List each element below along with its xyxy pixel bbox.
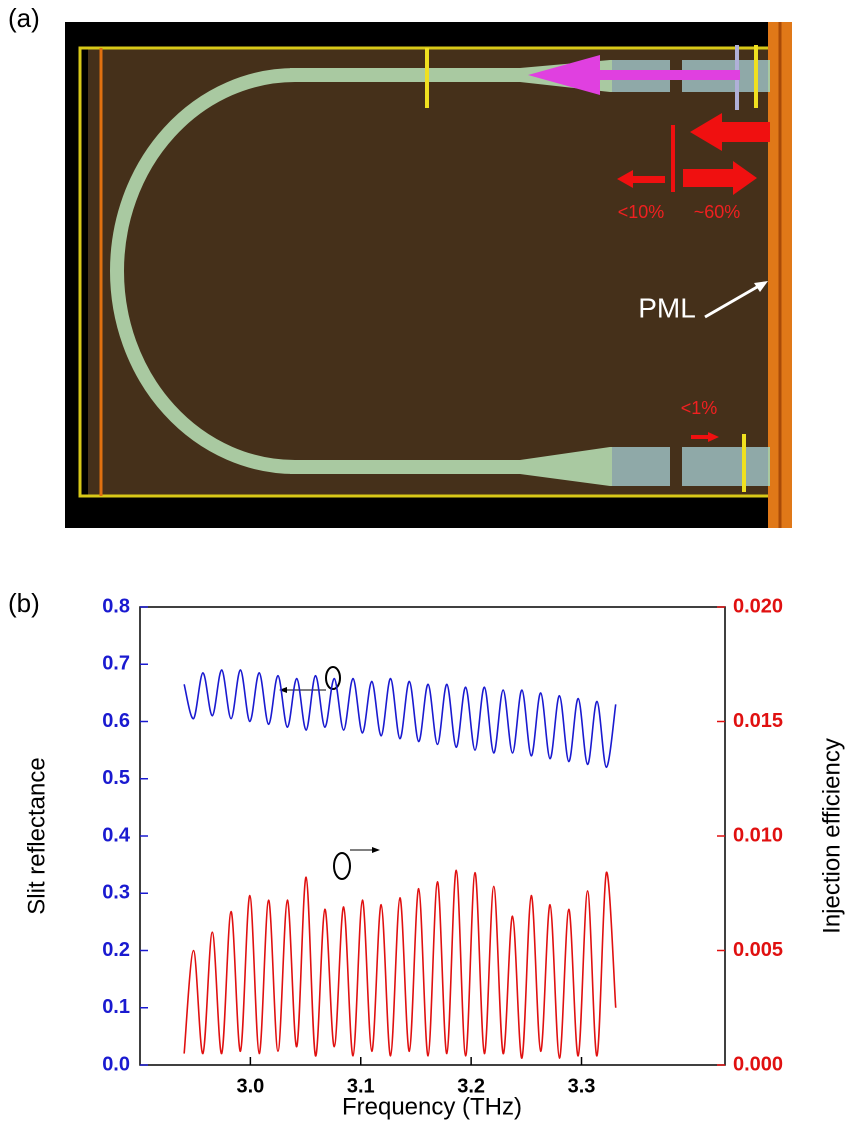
y-tick-label: 0.6 [102, 710, 130, 732]
annotation: PML [638, 292, 696, 323]
input-arrow [528, 55, 740, 95]
pointer-head [754, 281, 768, 292]
y2-tick-label: 0.010 [733, 824, 783, 846]
axis-marker [325, 666, 341, 690]
y-axis-title: Slit reflectance [23, 757, 50, 914]
axis-marker-arrow [279, 687, 287, 693]
arrow [617, 170, 665, 188]
y-tick-label: 0.2 [102, 939, 130, 961]
y-tick-label: 0.8 [102, 595, 130, 617]
y-tick-label: 0.0 [102, 1053, 130, 1075]
arrow [690, 113, 770, 151]
domain [88, 48, 778, 496]
simulation-diagram: <10% ~60% PML <1% [65, 22, 792, 528]
y-tick-label: 0.3 [102, 882, 130, 904]
pointer [704, 281, 765, 319]
axis-marker [333, 852, 351, 880]
series-line [183, 869, 617, 1059]
y-tick-label: 0.7 [102, 653, 130, 675]
y-tick-label: 0.5 [102, 767, 130, 789]
waveguide-bend [110, 68, 296, 474]
y-tick-label: 0.1 [102, 996, 130, 1018]
slit [670, 445, 682, 488]
y2-tick-label: 0.020 [733, 595, 783, 617]
y2-tick-label: 0.015 [733, 710, 783, 732]
annotation: <10% [618, 202, 665, 222]
section [612, 447, 670, 486]
axis-marker-arrow [372, 847, 380, 853]
x-axis-title: Frequency (THz) [342, 1093, 522, 1120]
panel-label: (b) [8, 588, 40, 618]
y2-tick-label: 0.005 [733, 939, 783, 961]
x-tick-label: 3.2 [457, 1075, 485, 1097]
arrow [683, 161, 757, 195]
y2-axis-title: Injection efficiency [818, 738, 845, 934]
section [682, 447, 768, 486]
x-tick-label: 3.1 [347, 1075, 375, 1097]
panel-label: (a) [8, 3, 40, 33]
x-tick-label: 3.0 [236, 1075, 264, 1097]
y-tick-label: 0.4 [102, 824, 131, 846]
annotation: ~60% [694, 202, 741, 222]
x-tick-label: 3.3 [568, 1075, 596, 1097]
y2-tick-label: 0.000 [733, 1053, 783, 1075]
arrow [691, 432, 719, 442]
annotation: <1% [681, 398, 718, 418]
series-line [183, 669, 617, 769]
